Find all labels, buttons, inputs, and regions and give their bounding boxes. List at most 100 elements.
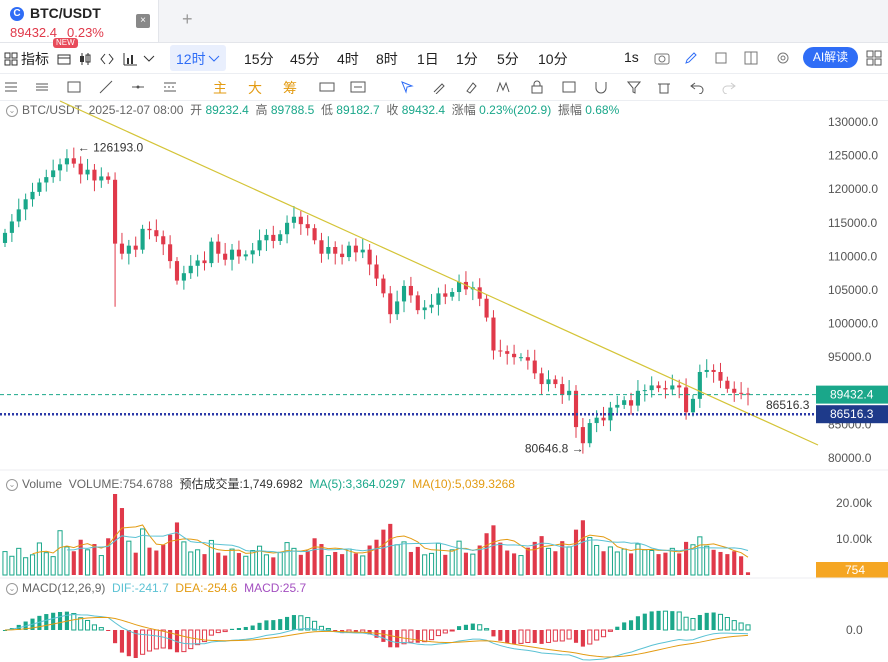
text-tool-icon[interactable] — [350, 80, 366, 94]
candle-body — [567, 390, 572, 395]
price-tick-label: 95000.0 — [828, 350, 872, 364]
candle-body — [147, 228, 152, 231]
trend-line — [59, 100, 819, 446]
candle-body — [250, 250, 255, 255]
pencil-icon[interactable] — [684, 51, 698, 65]
macd-bar — [91, 624, 97, 631]
timeframe-10m[interactable]: 10分 — [538, 51, 568, 67]
brush-tool-icon[interactable] — [432, 80, 446, 94]
rectangle-tool-icon[interactable] — [67, 80, 81, 94]
macd-bar — [318, 625, 325, 631]
interval-1s[interactable]: 1s — [624, 49, 639, 65]
candle-body — [745, 393, 751, 395]
ruler-tool-icon[interactable] — [319, 80, 335, 94]
horizontal-lines-icon[interactable] — [35, 80, 49, 94]
volume-bar — [113, 494, 118, 575]
timeframe-8h[interactable]: 8时 — [376, 51, 398, 67]
collapse-volume-icon[interactable]: ⌄ — [6, 478, 18, 491]
horizontal-line-tool-icon[interactable] — [131, 80, 145, 94]
volume-bar — [202, 554, 207, 575]
tool-chips[interactable]: 筹 — [283, 80, 297, 96]
trash-icon[interactable] — [657, 80, 671, 94]
layout-icon[interactable] — [744, 51, 758, 65]
note-tool-icon[interactable] — [562, 80, 576, 94]
chevron-down-icon[interactable] — [143, 55, 155, 63]
magnet-icon[interactable] — [594, 80, 608, 94]
volume-bar — [71, 551, 76, 575]
open-value: 89232.4 — [205, 103, 249, 117]
macd-bar — [381, 630, 386, 642]
candle-body — [725, 380, 730, 389]
trendline-tool-icon[interactable] — [99, 80, 113, 94]
timeframe-15m[interactable]: 15分 — [244, 51, 274, 67]
symbol-tab[interactable]: C BTC/USDT 89432.4 0.23% × — [0, 0, 159, 42]
arrow-tool-icon[interactable] — [400, 80, 414, 94]
pattern-tool-icon[interactable] — [496, 80, 512, 94]
timeframe-45m[interactable]: 45分 — [290, 51, 320, 67]
low-label: 低 — [320, 103, 333, 117]
volume-bar — [256, 545, 263, 576]
indicator-grid-icon[interactable] — [4, 52, 18, 66]
price-tick-label: 125000.0 — [828, 149, 878, 163]
volume-bar — [340, 554, 345, 575]
redo-icon[interactable] — [722, 80, 736, 94]
collapse-macd-icon[interactable]: ⌄ — [6, 582, 18, 595]
timeframe-selected[interactable]: 12时 — [176, 51, 206, 67]
volume-bar — [725, 554, 730, 575]
btc-logo-icon: C — [10, 7, 24, 21]
volume-bar — [298, 554, 303, 575]
macd-bar — [442, 629, 448, 634]
volume-ma-10 — [66, 531, 749, 554]
candle-body — [161, 236, 166, 245]
template-icon[interactable] — [57, 52, 71, 66]
volume-bar — [106, 538, 111, 575]
macd-bar — [374, 630, 379, 638]
tab-change: 0.23% — [67, 25, 104, 40]
lock-icon[interactable] — [530, 80, 544, 94]
fullscreen-icon[interactable] — [714, 51, 728, 65]
macd-bar — [37, 615, 42, 630]
chevron-down-icon[interactable] — [208, 55, 220, 63]
tool-main[interactable]: 主 — [213, 80, 227, 96]
ai-analysis-button[interactable]: AI解读 — [803, 47, 858, 68]
compare-icon[interactable] — [99, 52, 115, 66]
settings-gear-icon[interactable] — [776, 51, 790, 65]
price-tick-label: 120000.0 — [828, 182, 878, 196]
undo-icon[interactable] — [690, 80, 704, 94]
fibonacci-tool-icon[interactable] — [163, 80, 177, 94]
bar-chart-icon[interactable] — [122, 52, 138, 66]
candle-type-icon[interactable] — [78, 52, 92, 66]
volume-bar — [470, 553, 476, 576]
macd-bar — [181, 629, 187, 653]
menu-icon[interactable] — [4, 80, 18, 94]
candle-body — [44, 177, 49, 183]
candle-body — [718, 371, 723, 381]
add-tab-icon[interactable]: + — [182, 9, 193, 29]
volume-bar — [367, 545, 372, 575]
collapse-main-icon[interactable]: ⌄ — [6, 104, 18, 117]
timeframe-1m[interactable]: 1分 — [456, 51, 478, 67]
price-tick-label: 130000.0 — [828, 115, 878, 129]
candle-body — [697, 371, 702, 399]
highlighter-tool-icon[interactable] — [464, 80, 478, 94]
close-tab-icon[interactable]: × — [136, 14, 150, 28]
candle-body — [429, 304, 434, 308]
price-tick-label: 115000.0 — [828, 216, 877, 230]
timeframe-5m[interactable]: 5分 — [497, 51, 519, 67]
tool-large[interactable]: 大 — [248, 80, 262, 96]
timeframe-1d[interactable]: 1日 — [417, 51, 439, 67]
candle-body — [326, 246, 331, 254]
volume-bar — [745, 572, 751, 575]
indicator-button[interactable]: 指标 — [21, 51, 49, 67]
camera-icon[interactable] — [654, 51, 670, 65]
candle-body — [168, 244, 173, 262]
volume-ma-5 — [32, 524, 749, 558]
filter-icon[interactable] — [627, 80, 641, 94]
volume-bar — [649, 550, 655, 576]
grid-apps-icon[interactable] — [866, 50, 882, 66]
macd-bar — [215, 629, 221, 634]
volume-bar — [401, 541, 407, 576]
macd-bar — [84, 619, 91, 631]
timeframe-4h[interactable]: 4时 — [337, 51, 359, 67]
